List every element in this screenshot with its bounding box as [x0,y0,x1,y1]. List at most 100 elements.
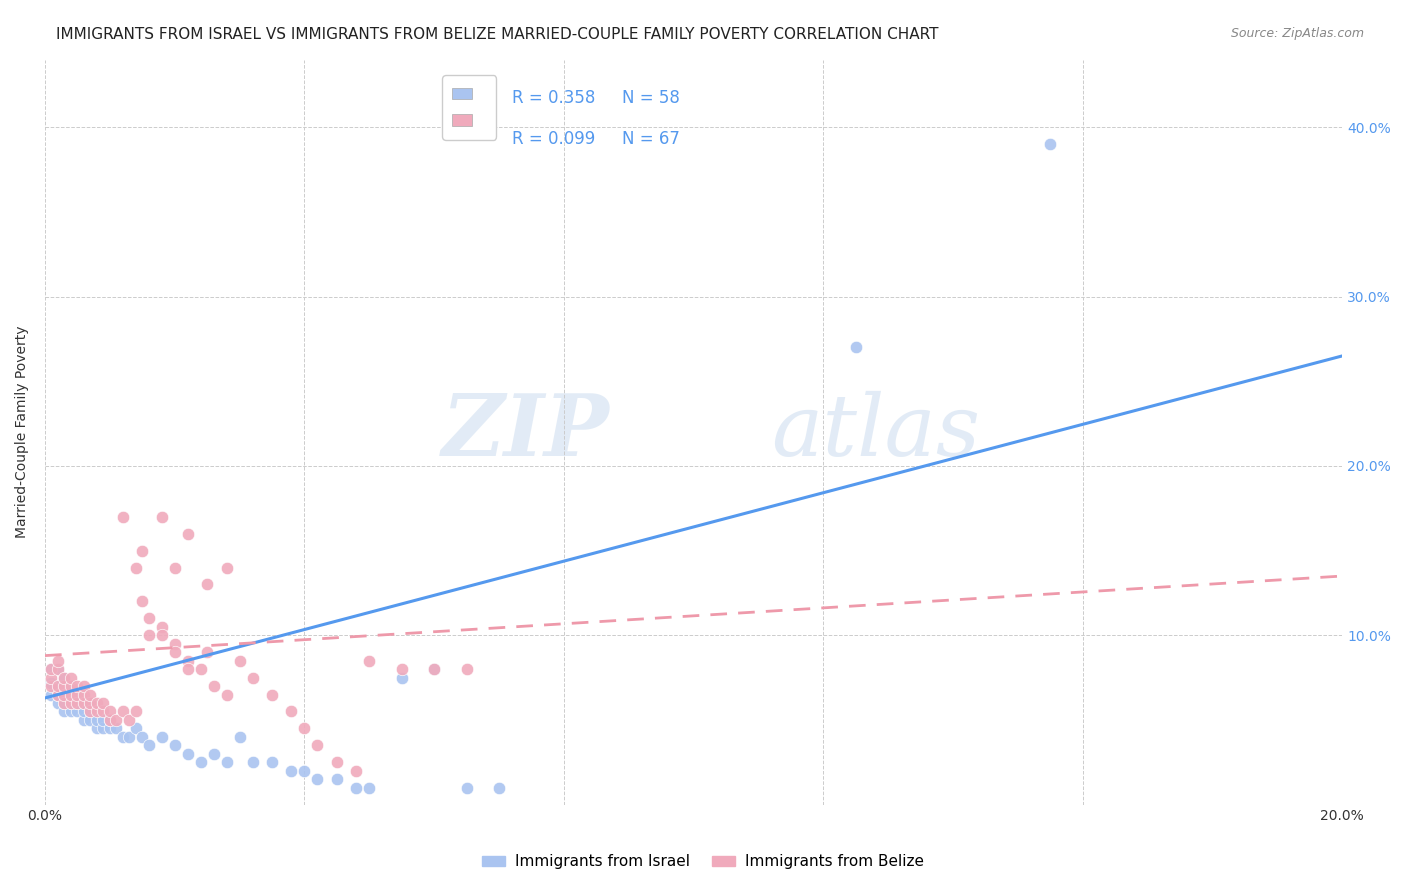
Point [131,594,153,608]
Point [53,696,76,710]
Legend:  ,  : , [443,76,496,140]
Point [202,747,225,761]
Point [73,696,96,710]
Point [111,509,134,524]
Point [59,679,82,693]
Point [98,713,121,727]
Point [215,560,238,574]
Point [86,705,108,719]
Point [66,696,89,710]
Point [344,780,367,795]
Point [176,654,198,668]
Point [79,713,101,727]
Point [260,756,283,770]
Point [138,739,160,753]
Point [138,611,160,625]
Point [294,764,316,778]
Point [138,628,160,642]
Point [73,688,96,702]
Point [46,688,69,702]
Point [66,688,89,702]
Point [326,772,349,787]
Point [46,696,69,710]
Point [86,722,108,736]
Point [190,662,212,676]
Point [195,577,218,591]
Point [307,772,329,787]
Point [46,654,69,668]
Point [242,756,264,770]
Point [131,730,153,744]
Point [53,671,76,685]
Point [86,713,108,727]
Point [260,688,283,702]
Point [53,696,76,710]
Point [73,705,96,719]
Point [215,756,238,770]
Point [359,654,381,668]
Point [242,671,264,685]
Point [150,730,173,744]
Point [215,688,238,702]
Point [150,620,173,634]
Point [118,713,141,727]
Point [46,679,69,693]
Point [66,705,89,719]
Point [195,645,218,659]
Point [105,722,128,736]
Point [228,730,250,744]
Point [111,705,134,719]
Point [294,722,316,736]
Point [53,688,76,702]
Point [125,722,148,736]
Point [41,671,63,685]
Point [190,756,212,770]
Point [228,654,250,668]
Text: ZIP: ZIP [441,391,609,474]
Point [41,662,63,676]
Point [326,756,349,770]
Point [59,705,82,719]
Point [79,688,101,702]
Point [359,780,381,795]
Point [423,662,446,676]
Point [93,722,115,736]
Point [41,688,63,702]
Point [163,637,186,651]
Point [59,679,82,693]
Point [53,688,76,702]
Point [53,679,76,693]
Point [46,679,69,693]
Point [73,679,96,693]
Point [845,341,868,355]
Point [125,705,148,719]
Point [93,713,115,727]
Point [150,509,173,524]
Text: R = 0.099: R = 0.099 [512,130,595,148]
Legend: Immigrants from Israel, Immigrants from Belize: Immigrants from Israel, Immigrants from … [477,848,929,875]
Point [163,645,186,659]
Point [307,739,329,753]
Point [280,764,302,778]
Text: R = 0.358: R = 0.358 [512,89,595,107]
Point [79,696,101,710]
Point [46,662,69,676]
Point [41,675,63,690]
Point [66,679,89,693]
Point [93,705,115,719]
Point [1039,137,1062,152]
Point [59,671,82,685]
Point [41,679,63,693]
Point [344,764,367,778]
Point [488,780,510,795]
Point [131,543,153,558]
Text: N = 67: N = 67 [623,130,681,148]
Point [118,730,141,744]
Text: N = 58: N = 58 [623,89,681,107]
Point [59,688,82,702]
Point [79,705,101,719]
Point [391,662,413,676]
Point [73,713,96,727]
Point [66,688,89,702]
Point [105,713,128,727]
